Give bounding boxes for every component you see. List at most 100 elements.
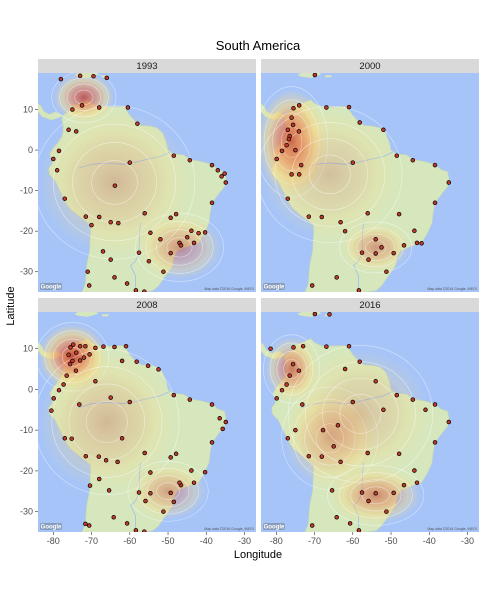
data-point [279,387,285,393]
data-point [293,147,298,153]
facet-strip [38,298,256,312]
y-tick-label: 0 [28,384,33,394]
data-point [347,521,353,526]
data-point [274,156,279,162]
data-point [423,407,428,413]
data-point [68,345,73,350]
data-point [191,240,197,246]
data-point [394,153,400,158]
data-point [331,444,336,449]
data-point [215,168,221,173]
data-point [373,491,378,496]
island-land [74,312,98,317]
y-tick-label: -30 [20,507,33,517]
density-contour [156,482,180,501]
data-point [432,162,438,168]
data-point [350,160,356,165]
data-point [61,382,66,387]
data-point [334,275,339,280]
facet-panel-1993: 1993 Google Map data ©2016 Google, INEGI [38,59,256,292]
data-point [338,219,343,225]
data-point [187,397,193,402]
data-point [373,379,378,384]
data-point [77,343,83,349]
data-point [209,200,215,206]
x-tick-label: -50 [162,536,175,546]
data-point [177,480,182,485]
data-point [357,120,362,125]
island-land [101,314,109,317]
data-point [381,127,386,133]
data-point [69,436,74,441]
density-contour [52,123,176,242]
x-tick-label: -60 [346,536,359,546]
data-point [432,200,438,206]
data-point [293,427,298,433]
data-point [62,196,68,201]
data-point [446,419,452,425]
data-point [296,129,302,134]
data-point [96,476,102,482]
data-point [410,157,416,163]
data-point [66,127,71,133]
data-point [286,136,292,142]
data-point [289,115,294,120]
data-point [329,488,335,493]
data-point [223,419,229,425]
data-point [148,230,153,236]
data-point [365,211,370,216]
facet-strip [261,298,479,312]
data-point [366,257,371,262]
data-point [414,480,420,485]
density-hotspot [38,352,176,492]
data-point [161,269,166,274]
facet-panel-2000: 2000 Google Map data ©2016 Google, INEGI [261,59,479,292]
data-point [133,528,139,532]
data-point [319,454,325,459]
map-credit: Map data ©2016 Google, INEGI [427,527,477,531]
data-point [108,219,113,225]
data-point [112,344,117,350]
data-point [51,156,56,162]
data-point [171,153,177,158]
x-tick-label: -80 [47,536,60,546]
data-point [338,459,343,465]
data-point [173,451,179,457]
facet-strip [38,59,256,73]
density-contour [339,393,382,434]
density-hotspot [341,223,411,272]
density-contour [350,479,402,512]
density-contour [308,154,351,195]
data-point [58,76,64,82]
data-point [116,220,121,226]
data-point [86,523,92,528]
data-point [119,436,125,441]
data-point [412,228,417,234]
data-point [168,455,173,460]
data-point [64,373,69,378]
data-point [125,105,131,110]
x-tick-label: -50 [385,536,398,546]
density-contour [51,366,163,478]
data-point [127,160,133,165]
data-point [202,469,208,475]
map-credit: Map data ©2016 Google, INEGI [427,287,477,291]
data-point [319,214,325,220]
data-point [108,257,113,262]
data-point [168,250,173,256]
data-point [209,402,215,407]
data-point [77,358,83,363]
data-point [285,127,291,133]
density-hotspot [38,109,191,256]
x-tick-label: -30 [238,536,251,546]
data-point [296,368,302,373]
data-point [119,358,125,364]
data-point [171,499,177,505]
data-point [145,363,151,369]
density-hotspot [129,462,207,520]
data-point [136,250,142,255]
density-contour [85,400,128,444]
data-point [300,343,306,349]
data-point [291,345,296,350]
